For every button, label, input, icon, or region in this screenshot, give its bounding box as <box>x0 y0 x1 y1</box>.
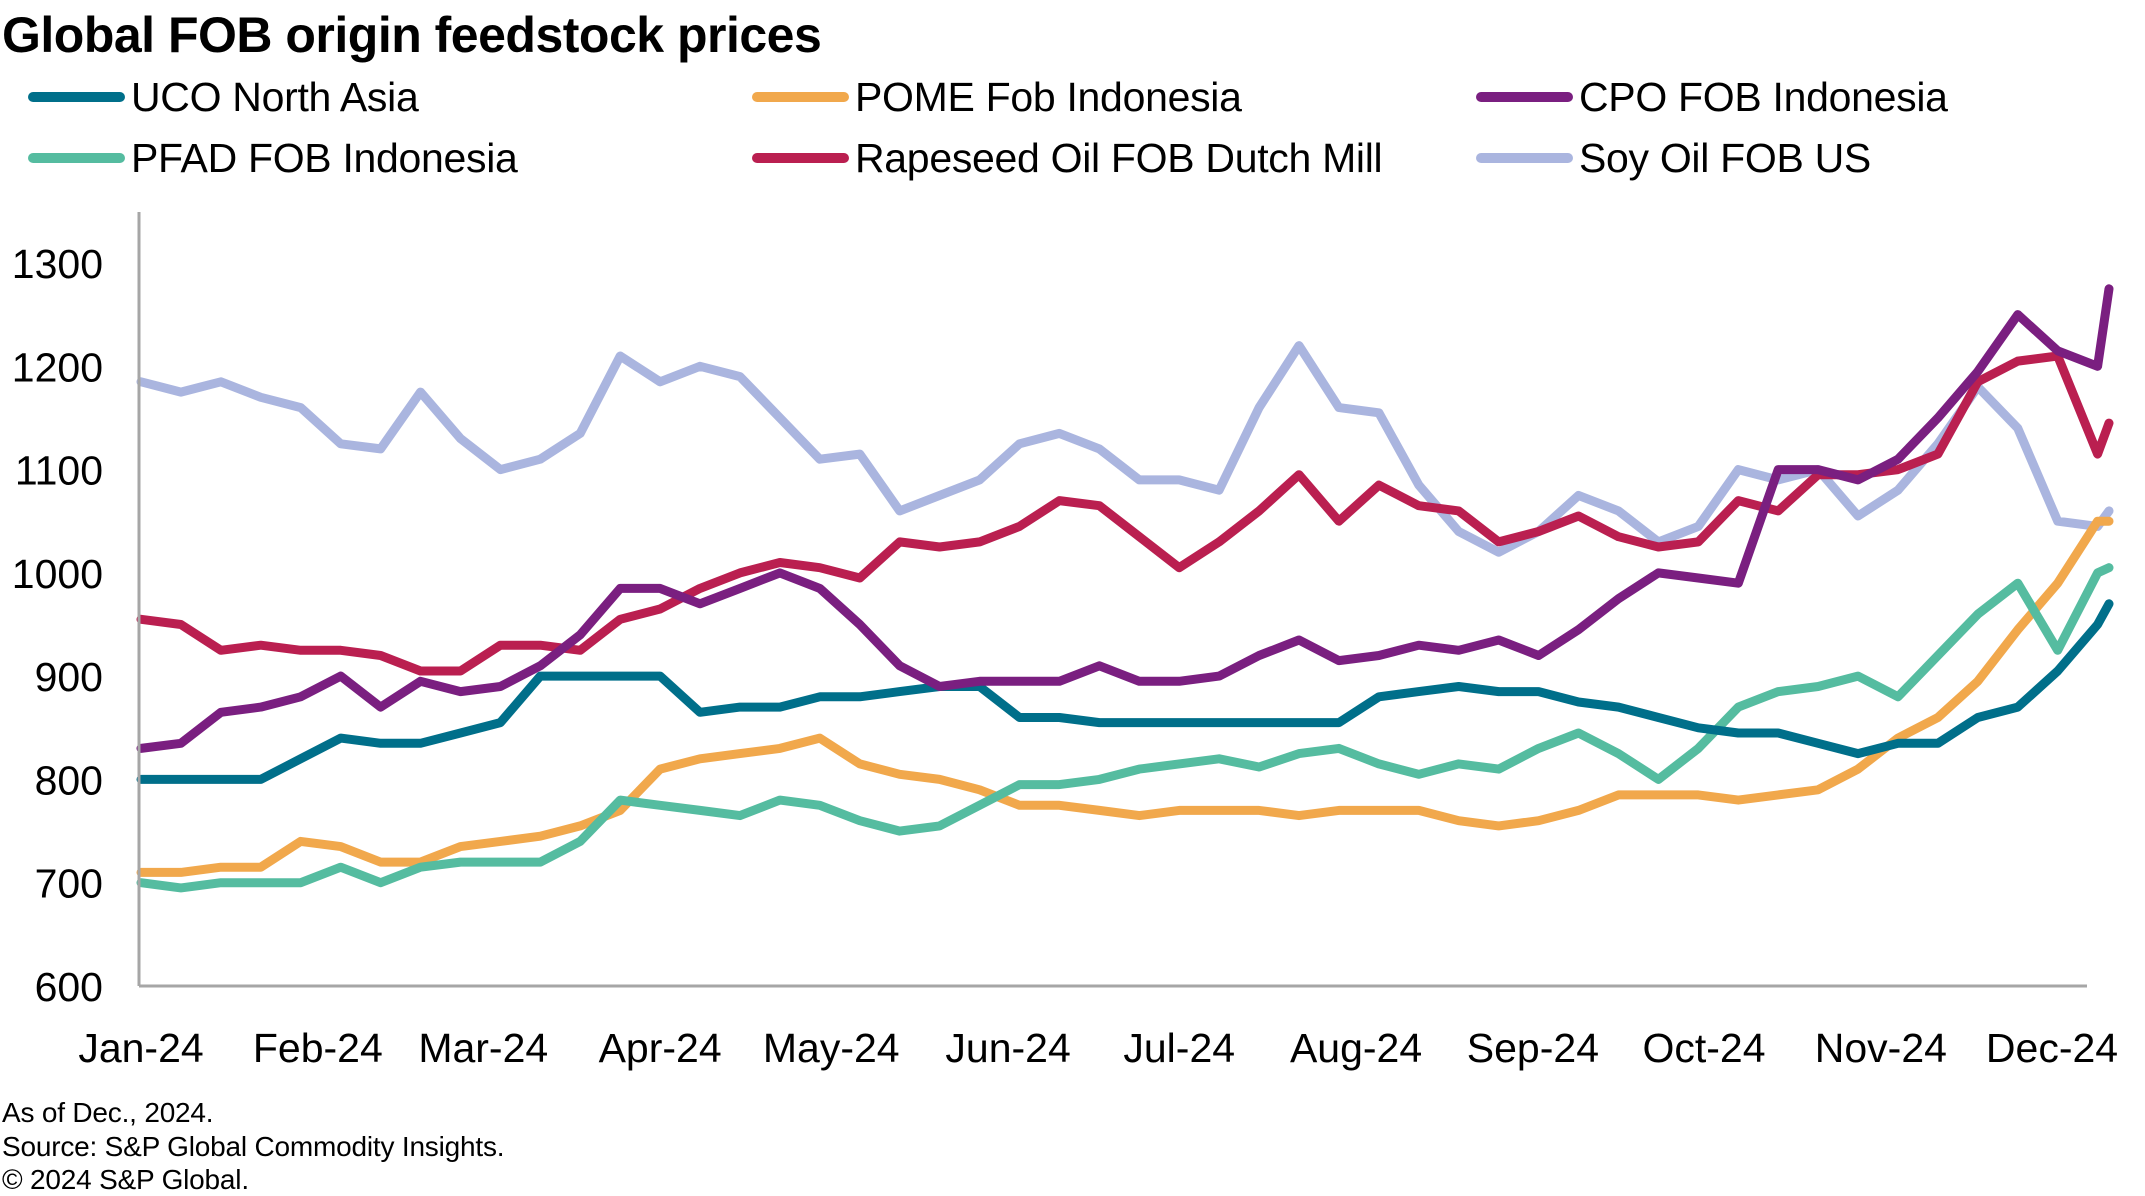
copyright-note: © 2024 S&P Global. <box>2 1164 249 1195</box>
legend-label: Rapeseed Oil FOB Dutch Mill <box>855 134 1383 181</box>
x-tick-label: May-24 <box>763 1025 900 1071</box>
legend-item: CPO FOB Indonesia <box>1476 73 1948 120</box>
series-line-uco-north-asia <box>136 599 2114 784</box>
y-tick-label: 700 <box>35 861 103 907</box>
x-tick-label: Apr-24 <box>599 1025 722 1071</box>
x-tick-label: Jul-24 <box>1123 1025 1235 1071</box>
legend-label: CPO FOB Indonesia <box>1579 73 1948 120</box>
y-tick-label: 1200 <box>12 344 103 390</box>
source-note: Source: S&P Global Commodity Insights. <box>2 1131 505 1162</box>
x-tick-label: Jan-24 <box>78 1025 203 1071</box>
legend-swatch-icon <box>28 153 125 163</box>
x-tick-label: Oct-24 <box>1643 1025 1766 1071</box>
x-tick-label: Feb-24 <box>253 1025 383 1071</box>
legend-item: UCO North Asia <box>28 73 419 120</box>
x-tick-label: Nov-24 <box>1815 1025 1947 1071</box>
x-tick-label: Sep-24 <box>1467 1025 1599 1071</box>
y-tick-label: 1100 <box>15 448 103 494</box>
series-line-rapeseed-oil-fob-dutch-mill <box>136 351 2114 676</box>
x-tick-label: Jun-24 <box>945 1025 1070 1071</box>
y-tick-label: 1000 <box>12 551 103 597</box>
x-tick-label: Aug-24 <box>1290 1025 1422 1071</box>
y-tick-label: 800 <box>35 757 103 803</box>
legend-item: PFAD FOB Indonesia <box>28 134 518 181</box>
series-line-pome-fob-indonesia <box>136 516 2114 877</box>
legend-swatch-icon <box>752 153 849 163</box>
legend-swatch-icon <box>1476 153 1573 163</box>
legend-label: UCO North Asia <box>131 73 419 120</box>
x-tick-label: Mar-24 <box>418 1025 548 1071</box>
y-tick-label: 900 <box>35 654 103 700</box>
legend-swatch-icon <box>1476 92 1573 102</box>
series-line-cpo-fob-indonesia <box>136 284 2114 753</box>
legend-item: POME Fob Indonesia <box>752 73 1242 120</box>
legend-item: Rapeseed Oil FOB Dutch Mill <box>752 134 1383 181</box>
legend-item: Soy Oil FOB US <box>1476 134 1871 181</box>
legend-label: POME Fob Indonesia <box>855 73 1242 120</box>
legend-label: Soy Oil FOB US <box>1579 134 1871 181</box>
series-lines <box>136 284 2114 893</box>
y-tick-label: 1300 <box>12 241 103 287</box>
legend-swatch-icon <box>752 92 849 102</box>
as-of-note: As of Dec., 2024. <box>2 1097 214 1128</box>
x-axis-ticks: Jan-24 Feb-24 Mar-24 Apr-24 May-24 Jun-24 Jul-… <box>78 1025 2118 1071</box>
legend-swatch-icon <box>28 92 125 102</box>
x-tick-label: Dec-24 <box>1986 1025 2118 1071</box>
legend-label: PFAD FOB Indonesia <box>131 134 518 181</box>
series-line-pfad-fob-indonesia <box>136 563 2114 893</box>
chart-title: Global FOB origin feedstock prices <box>2 7 822 63</box>
y-tick-label: 600 <box>35 964 103 1010</box>
y-axis-ticks: 600 700 800 900 1000 1100 1200 1300 <box>12 241 103 1010</box>
